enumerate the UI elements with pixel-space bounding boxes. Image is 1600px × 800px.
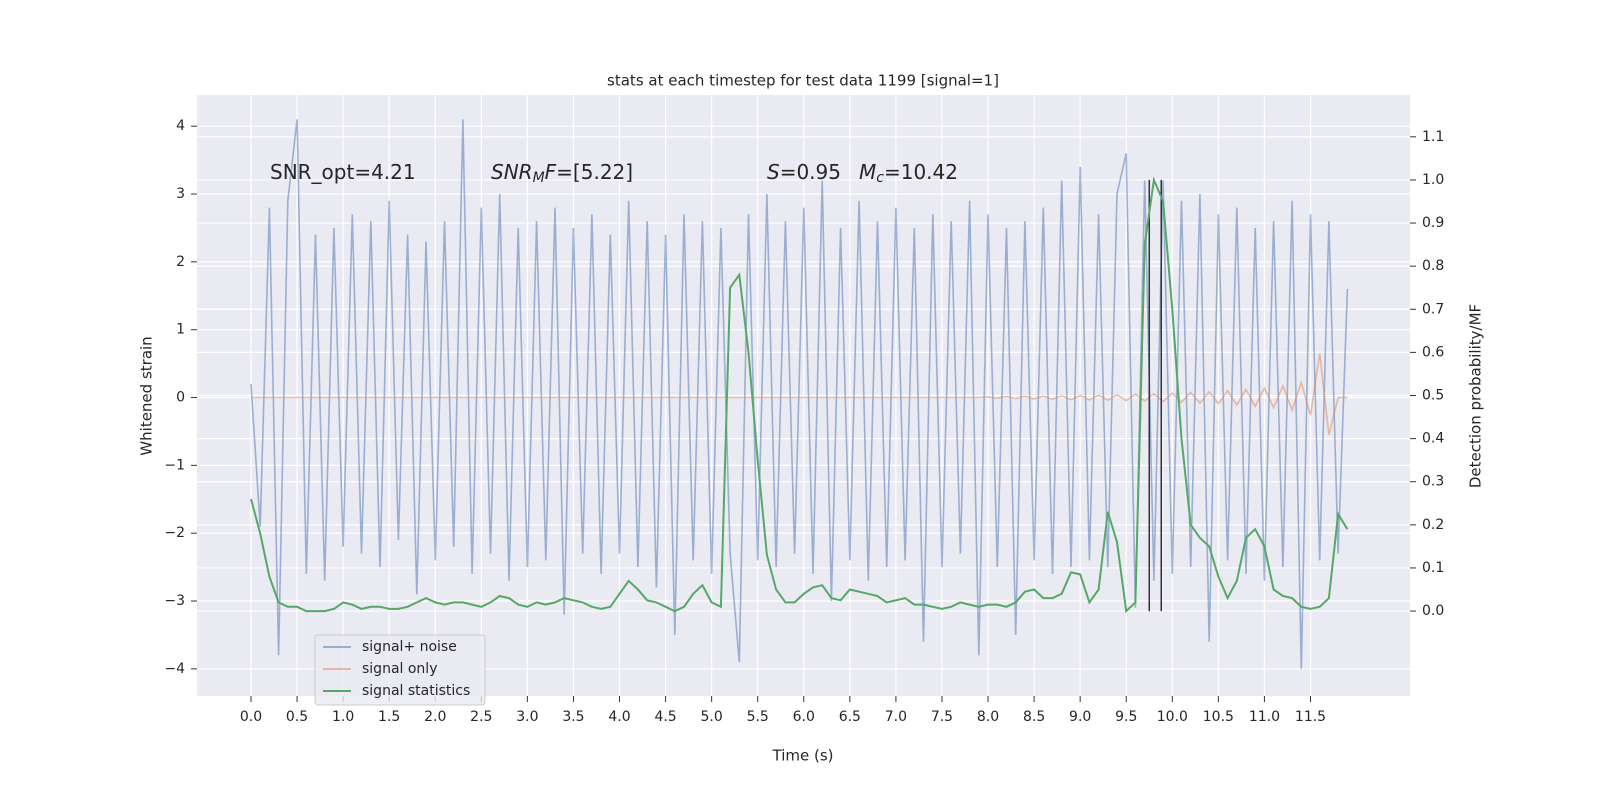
x-tick-label: 8.0 xyxy=(977,709,999,725)
x-tick-label: 0.5 xyxy=(286,709,308,725)
y2-tick-label: 0.2 xyxy=(1422,517,1444,533)
x-tick-label: 3.5 xyxy=(562,709,584,725)
x-tick-label: 4.0 xyxy=(608,709,630,725)
x-tick-label: 2.0 xyxy=(424,709,446,725)
x-tick-label: 10.0 xyxy=(1157,709,1188,725)
y-tick-label: 4 xyxy=(176,118,185,134)
annotation-part: M xyxy=(859,160,876,184)
x-tick-label: 3.0 xyxy=(516,709,538,725)
x-tick-label: 11.0 xyxy=(1249,709,1280,725)
chart-title: stats at each timestep for test data 119… xyxy=(607,72,999,90)
x-tick-label: 0.0 xyxy=(240,709,262,725)
y-tick-label: 0 xyxy=(176,390,185,406)
x-tick-label: 4.5 xyxy=(654,709,676,725)
x-tick-label: 5.5 xyxy=(747,709,769,725)
y2-tick-label: 0.5 xyxy=(1422,388,1444,404)
x-tick-label: 6.0 xyxy=(793,709,815,725)
y2-tick-label: 0.7 xyxy=(1422,301,1444,317)
x-axis-label: Time (s) xyxy=(772,747,834,765)
y2-tick-label: 1.0 xyxy=(1422,172,1444,188)
x-tick-label: 11.5 xyxy=(1295,709,1326,725)
annotation-part: S xyxy=(767,160,780,184)
x-tick-label: 5.0 xyxy=(701,709,723,725)
annotation-part: c xyxy=(876,170,884,186)
series-line xyxy=(250,176,1349,614)
y2-tick-label: 1.1 xyxy=(1422,129,1444,145)
annotation-part: F xyxy=(545,160,557,184)
annotation: SNRMF=[5.22] xyxy=(491,160,633,187)
y2-tick-label: 0.6 xyxy=(1422,344,1444,360)
y-tick-label: 3 xyxy=(176,186,185,202)
y-tick-label: −1 xyxy=(164,457,185,473)
y-tick-label: −4 xyxy=(164,661,185,677)
series-line xyxy=(251,353,1348,435)
legend-label: signal only xyxy=(362,661,437,677)
x-tick-label: 2.5 xyxy=(470,709,492,725)
y2-tick-label: 0.4 xyxy=(1422,431,1444,447)
x-tick-label: 7.5 xyxy=(931,709,953,725)
annotation-part: M xyxy=(533,170,545,186)
annotation-part: =10.42 xyxy=(884,160,958,184)
x-tick-label: 9.0 xyxy=(1069,709,1091,725)
y-axis-label: Whitened strain xyxy=(138,336,156,455)
x-tick-label: 9.5 xyxy=(1115,709,1137,725)
x-tick-label: 8.5 xyxy=(1023,709,1045,725)
y2-tick-label: 0.3 xyxy=(1422,474,1444,490)
y2-tick-label: 0.0 xyxy=(1422,603,1444,619)
legend-label: signal+ noise xyxy=(362,639,457,655)
legend-label: signal statistics xyxy=(362,683,470,699)
y2-tick-label: 0.9 xyxy=(1422,215,1444,231)
annotation-part: =[5.22] xyxy=(556,160,633,184)
y2-tick-label: 0.1 xyxy=(1422,560,1444,576)
x-tick-label: 6.5 xyxy=(839,709,861,725)
x-tick-label: 1.0 xyxy=(332,709,354,725)
annotation: Mc=10.42 xyxy=(859,160,958,187)
y-tick-label: −3 xyxy=(164,593,185,609)
y-tick-label: −2 xyxy=(164,525,185,541)
annotation-part: SNR xyxy=(491,160,533,184)
annotation-part: SNR_opt=4.21 xyxy=(270,160,416,184)
y2-axis-label: Detection probability/MF xyxy=(1467,304,1485,488)
annotation: S=0.95 xyxy=(767,160,841,184)
annotation: SNR_opt=4.21 xyxy=(270,160,416,184)
y-tick-label: 2 xyxy=(176,254,185,270)
x-tick-label: 1.5 xyxy=(378,709,400,725)
x-tick-label: 7.0 xyxy=(885,709,907,725)
y2-tick-label: 0.8 xyxy=(1422,258,1444,274)
x-tick-label: 10.5 xyxy=(1203,709,1234,725)
annotation-part: =0.95 xyxy=(780,160,841,184)
series-line xyxy=(250,119,1349,669)
y-tick-label: 1 xyxy=(176,322,185,338)
legend-box xyxy=(314,634,486,706)
